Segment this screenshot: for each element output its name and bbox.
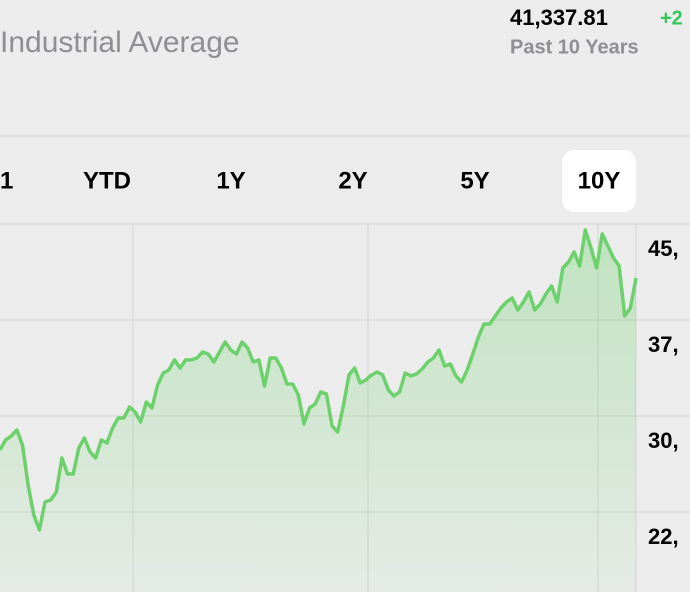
price: 41,337.81 — [510, 5, 608, 30]
tab[interactable]: 5Y — [460, 167, 489, 194]
subtitle: Past 10 Years — [510, 36, 639, 58]
y-tick-label: 22, — [648, 524, 679, 549]
tab-bar: 1 YTD 1Y 2Y 5Y 10Y — [0, 150, 636, 212]
area — [0, 230, 636, 592]
plot: 45, 37, 30, 22, — [0, 228, 690, 592]
change: +2 — [660, 7, 683, 29]
title: Industrial Average — [0, 26, 240, 59]
selected-tab-bg — [562, 150, 636, 212]
y-tick-label: 30, — [648, 428, 679, 453]
line — [0, 228, 638, 532]
y-tick-label: 37, — [648, 332, 679, 357]
tab[interactable]: 1Y — [216, 167, 245, 194]
y-tick-label: 45, — [648, 236, 679, 261]
tab[interactable]: 10Y — [578, 167, 621, 194]
tab[interactable]: 1 — [0, 167, 13, 194]
tab[interactable]: YTD — [83, 167, 131, 194]
tab[interactable]: 2Y — [338, 167, 367, 194]
